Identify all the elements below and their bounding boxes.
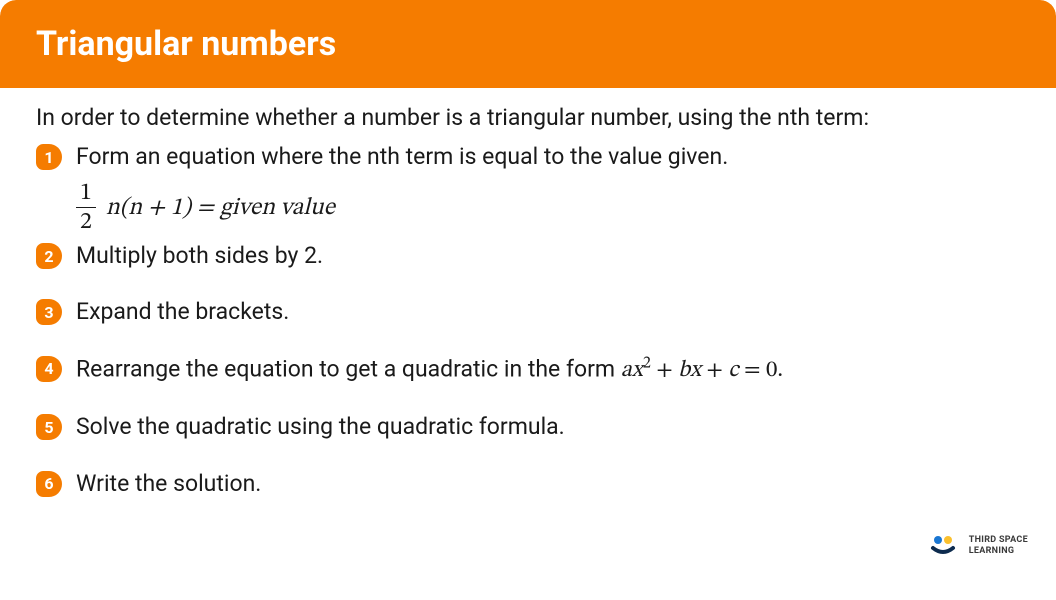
step-text: Write the solution. xyxy=(76,468,261,500)
step-badge: 2 xyxy=(36,243,62,269)
fraction-denominator: 2 xyxy=(76,208,96,234)
step-badge: 1 xyxy=(36,144,62,170)
step-badge: 4 xyxy=(36,356,62,382)
step-text: Rearrange the equation to get a quadrati… xyxy=(76,353,783,388)
content-body: In order to determine whether a number i… xyxy=(0,88,1056,520)
step-text: Multiply both sides by 2. xyxy=(76,240,323,272)
logo-text: THIRD SPACE LEARNING xyxy=(969,535,1028,557)
page-title: Triangular numbers xyxy=(36,24,1020,64)
formula-lhs: n(n + 1) = xyxy=(106,193,214,223)
step-row: 3 Expand the brackets. xyxy=(36,296,1020,328)
step-row: 1 Form an equation where the nth term is… xyxy=(36,141,1020,173)
fraction: 1 2 xyxy=(76,181,96,234)
card: Triangular numbers In order to determine… xyxy=(0,0,1056,600)
step-row: 5 Solve the quadratic using the quadrati… xyxy=(36,411,1020,443)
step-badge: 5 xyxy=(36,414,62,440)
step-row: 2 Multiply both sides by 2. xyxy=(36,240,1020,272)
step-text: Expand the brackets. xyxy=(76,296,289,328)
step-badge: 3 xyxy=(36,299,62,325)
fraction-numerator: 1 xyxy=(76,181,96,208)
logo-icon xyxy=(929,534,961,558)
header-bar: Triangular numbers xyxy=(0,0,1056,88)
formula: 1 2 n(n + 1) = given value xyxy=(76,181,1020,234)
formula-rhs: given value xyxy=(220,193,335,223)
quadratic-form: ax2 + bx + c = 0. xyxy=(621,359,783,382)
step-text-pre: Rearrange the equation to get a quadrati… xyxy=(76,355,621,382)
intro-text: In order to determine whether a number i… xyxy=(36,104,1020,131)
logo-line1: THIRD SPACE xyxy=(969,535,1028,546)
step-row: 4 Rearrange the equation to get a quadra… xyxy=(36,353,1020,388)
brand-logo: THIRD SPACE LEARNING xyxy=(929,534,1028,558)
logo-line2: LEARNING xyxy=(969,546,1028,557)
step-text: Form an equation where the nth term is e… xyxy=(76,141,728,173)
step-badge: 6 xyxy=(36,471,62,497)
step-row: 6 Write the solution. xyxy=(36,468,1020,500)
step-text: Solve the quadratic using the quadratic … xyxy=(76,411,565,443)
